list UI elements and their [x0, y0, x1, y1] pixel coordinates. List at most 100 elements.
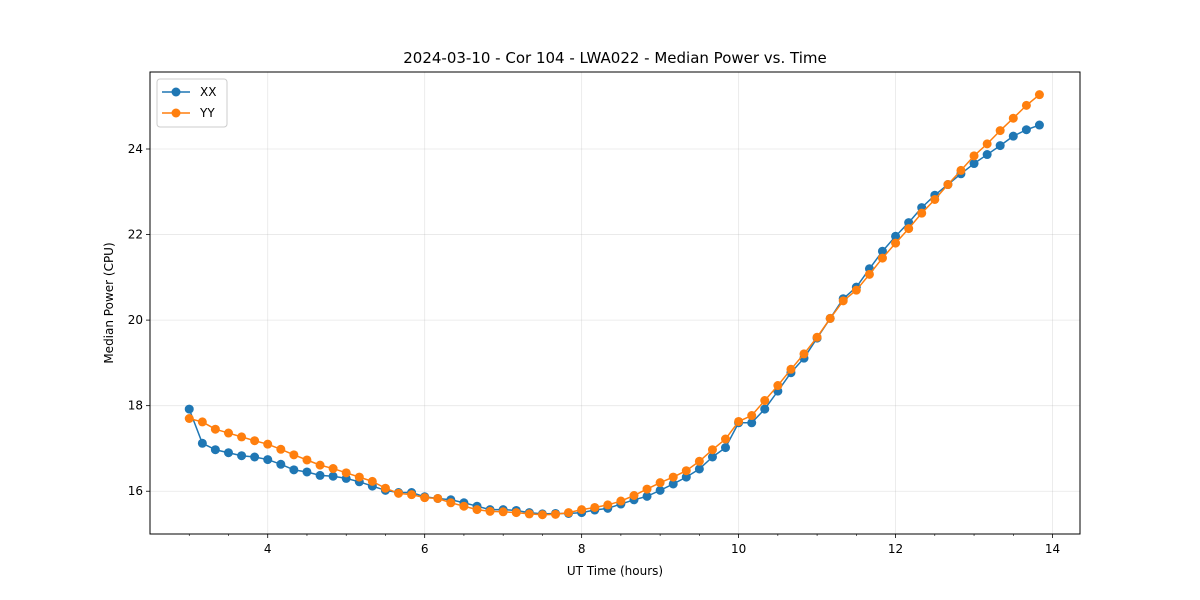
data-point-yy	[786, 364, 796, 374]
data-point-yy	[210, 424, 220, 434]
data-point-yy	[681, 466, 691, 476]
data-point-xx	[328, 471, 338, 481]
data-point-yy	[603, 500, 613, 510]
data-point-yy	[825, 313, 835, 323]
data-point-yy	[328, 464, 338, 474]
data-point-xx	[969, 159, 979, 169]
data-point-yy	[459, 501, 469, 511]
x-tick-label: 10	[731, 542, 746, 556]
data-point-xx	[707, 452, 717, 462]
data-point-yy	[694, 456, 704, 466]
y-tick-label: 22	[128, 228, 143, 242]
data-point-xx	[995, 141, 1005, 151]
data-point-yy	[1021, 100, 1031, 110]
data-point-yy	[851, 285, 861, 295]
series-layer	[184, 90, 1044, 520]
data-point-yy	[838, 296, 848, 306]
data-point-yy	[354, 472, 364, 482]
data-point-yy	[407, 490, 417, 500]
data-point-yy	[917, 208, 927, 218]
data-point-yy	[315, 460, 325, 470]
x-tick-label: 12	[888, 542, 903, 556]
data-point-yy	[943, 180, 953, 190]
data-point-xx	[1021, 125, 1031, 135]
data-point-yy	[812, 332, 822, 342]
data-point-xx	[289, 465, 299, 475]
legend-marker-xx	[171, 87, 181, 97]
data-point-yy	[276, 444, 286, 454]
legend-box	[156, 78, 228, 128]
data-point-yy	[747, 411, 757, 421]
data-point-yy	[655, 478, 665, 488]
legend-label-yy: YY	[199, 106, 215, 120]
data-point-yy	[341, 468, 351, 478]
data-point-yy	[721, 434, 730, 444]
data-point-yy	[237, 432, 247, 442]
data-point-yy	[498, 507, 508, 517]
data-point-yy	[642, 484, 652, 494]
data-point-yy	[799, 349, 809, 359]
data-point-xx	[276, 459, 286, 469]
chart-title: 2024-03-10 - Cor 104 - LWA022 - Median P…	[403, 49, 827, 67]
legend: XX YY	[156, 78, 228, 128]
data-point-yy	[485, 506, 495, 516]
data-point-yy	[537, 510, 547, 520]
data-point-yy	[616, 496, 626, 506]
x-tick-label: 8	[578, 542, 586, 556]
x-tick-label: 14	[1045, 542, 1060, 556]
data-point-xx	[250, 452, 260, 462]
data-point-yy	[590, 502, 600, 512]
data-point-yy	[577, 505, 587, 515]
y-tick-label: 16	[128, 484, 143, 498]
y-tick-label: 20	[128, 313, 143, 327]
data-point-yy	[524, 509, 534, 519]
data-point-yy	[223, 428, 233, 438]
data-point-xx	[223, 448, 233, 458]
data-point-yy	[668, 472, 678, 482]
x-tick-label: 4	[264, 542, 272, 556]
y-tick-label: 18	[128, 399, 143, 413]
data-point-yy	[197, 417, 207, 427]
data-point-yy	[891, 238, 901, 248]
data-point-yy	[420, 493, 430, 503]
data-point-yy	[289, 450, 299, 460]
data-point-yy	[380, 483, 390, 493]
data-point-yy	[995, 126, 1005, 136]
data-point-yy	[446, 498, 456, 508]
data-point-yy	[969, 151, 979, 161]
data-point-yy	[551, 509, 561, 519]
legend-entry-xx: XX	[162, 85, 216, 99]
data-point-xx	[891, 231, 901, 241]
data-point-yy	[250, 436, 260, 446]
data-point-yy	[760, 396, 770, 406]
series-yy	[184, 90, 1044, 520]
data-point-xx	[197, 438, 207, 448]
data-point-xx	[237, 451, 247, 461]
data-point-yy	[904, 224, 914, 234]
data-point-xx	[694, 464, 704, 474]
data-point-xx	[263, 455, 273, 465]
y-axis-label: Median Power (CPU)	[102, 242, 116, 363]
data-point-yy	[1034, 90, 1044, 100]
data-point-xx	[681, 472, 691, 482]
data-point-yy	[472, 505, 482, 515]
data-point-xx	[1034, 120, 1044, 130]
data-point-yy	[982, 139, 992, 149]
y-tick-label: 24	[128, 142, 143, 156]
data-point-xx	[982, 150, 992, 160]
data-point-xx	[655, 485, 665, 495]
data-point-yy	[564, 508, 574, 518]
data-point-yy	[734, 416, 744, 426]
data-point-xx	[760, 404, 770, 414]
data-point-yy	[773, 381, 783, 391]
legend-marker-yy	[171, 108, 181, 118]
data-point-yy	[511, 508, 521, 518]
legend-label-xx: XX	[200, 85, 216, 99]
data-point-yy	[629, 491, 639, 500]
data-point-xx	[668, 479, 678, 489]
data-point-yy	[263, 439, 273, 449]
data-point-yy	[956, 165, 966, 175]
data-point-yy	[367, 476, 377, 486]
data-point-xx	[721, 443, 730, 453]
